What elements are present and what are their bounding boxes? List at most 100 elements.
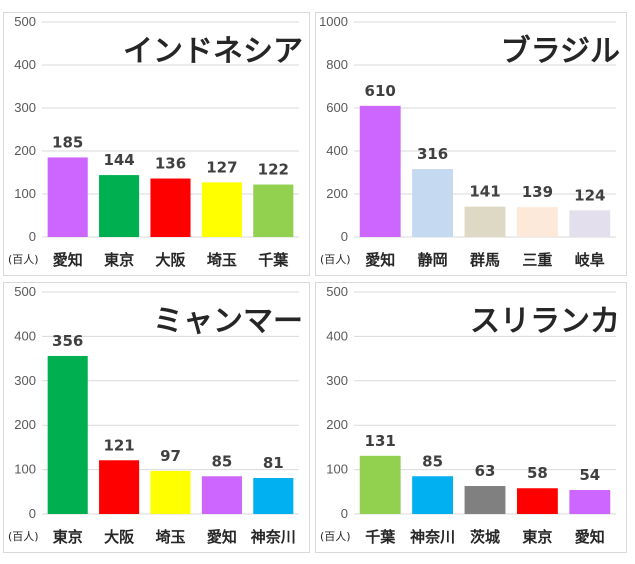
category-label: 群馬 <box>470 251 500 269</box>
category-label: 愛知 <box>53 251 83 269</box>
data-label: 610 <box>365 82 396 100</box>
category-label: 愛知 <box>575 528 605 546</box>
bar <box>412 169 454 237</box>
category-label: 東京 <box>53 528 83 546</box>
bar <box>47 355 88 514</box>
y-tick-label: 500 <box>14 14 36 29</box>
y-tick-label: 1000 <box>319 14 348 29</box>
y-tick-label: 300 <box>14 100 36 115</box>
bar <box>99 460 140 514</box>
data-label: 85 <box>211 452 232 470</box>
chart-panel-0: 0 100 200 300 400 500 185 愛知 144 東京 136 大阪 127 埼玉 122 千… <box>3 12 310 276</box>
bar <box>201 476 242 514</box>
y-tick-label: 0 <box>341 506 348 521</box>
category-label: 岐阜 <box>575 251 605 269</box>
chart-title: インドネシア <box>123 34 303 69</box>
y-tick-label: 500 <box>326 284 348 299</box>
bar <box>516 207 558 237</box>
bar <box>412 476 454 514</box>
y-tick-label: 100 <box>14 462 36 477</box>
data-label: 185 <box>52 133 83 151</box>
bar <box>359 105 401 237</box>
unit-label: (百人) <box>8 253 39 266</box>
y-tick-label: 300 <box>326 373 348 388</box>
chart-svg-0: 0 100 200 300 400 500 185 愛知 144 東京 136 大阪 127 埼玉 122 千… <box>8 14 303 269</box>
y-tick-label: 100 <box>14 186 36 201</box>
data-label: 97 <box>160 447 181 465</box>
data-label: 131 <box>365 432 396 450</box>
category-label: 愛知 <box>207 528 237 546</box>
bar <box>569 210 611 237</box>
chart-svg-1: 0 200 400 600 800 1000 610 愛知 316 静岡 141 群馬 139 三重 124… <box>319 14 620 269</box>
category-label: 神奈川 <box>410 528 455 546</box>
y-tick-label: 200 <box>326 186 348 201</box>
y-tick-label: 200 <box>14 143 36 158</box>
category-label: 愛知 <box>365 251 395 269</box>
y-tick-label: 100 <box>326 462 348 477</box>
bar <box>253 184 294 237</box>
bar <box>464 486 506 514</box>
y-tick-label: 300 <box>14 373 36 388</box>
data-label: 58 <box>527 464 548 482</box>
bar <box>150 470 191 514</box>
category-label: 埼玉 <box>207 251 237 269</box>
y-tick-label: 400 <box>326 328 348 343</box>
data-label: 54 <box>579 466 600 484</box>
data-label: 141 <box>469 183 500 201</box>
y-tick-label: 200 <box>14 417 36 432</box>
category-label: 大阪 <box>155 251 186 269</box>
chart-title: ミャンマー <box>153 304 303 339</box>
y-tick-label: 500 <box>14 284 36 299</box>
chart-svg-3: 0 100 200 300 400 500 131 千葉 85 神奈川 63 茨城 58 東京 54 愛知 (百… <box>320 284 620 546</box>
data-label: 81 <box>263 454 284 472</box>
category-label: 千葉 <box>258 251 289 269</box>
data-label: 122 <box>258 161 289 179</box>
bar <box>569 490 611 514</box>
bar <box>253 478 294 514</box>
y-tick-label: 200 <box>326 417 348 432</box>
y-tick-label: 600 <box>326 100 348 115</box>
category-label: 茨城 <box>470 528 500 546</box>
data-label: 127 <box>206 158 237 176</box>
chart-title: ブラジル <box>501 34 620 69</box>
y-tick-label: 400 <box>14 57 36 72</box>
data-label: 85 <box>422 452 443 470</box>
unit-label: (百人) <box>320 530 351 543</box>
unit-label: (百人) <box>8 530 39 543</box>
y-tick-label: 400 <box>326 143 348 158</box>
chart-panel-1: 0 200 400 600 800 1000 610 愛知 316 静岡 141 群馬 139 三重 124… <box>315 12 627 276</box>
category-label: 埼玉 <box>155 528 185 546</box>
bar <box>201 182 242 237</box>
y-tick-label: 0 <box>341 229 348 244</box>
bar <box>47 157 88 237</box>
chart-svg-2: 0 100 200 300 400 500 356 東京 121 大阪 97 埼玉 85 愛知 81 神奈川 (… <box>8 284 303 546</box>
chart-panel-2: 0 100 200 300 400 500 356 東京 121 大阪 97 埼玉 85 愛知 81 神奈川 (… <box>3 282 310 553</box>
data-label: 356 <box>52 332 83 350</box>
data-label: 121 <box>103 436 134 454</box>
chart-title: スリランカ <box>470 304 620 339</box>
bar <box>464 206 506 237</box>
data-label: 124 <box>574 186 605 204</box>
bar <box>150 178 191 237</box>
category-label: 三重 <box>522 251 552 269</box>
y-tick-label: 0 <box>29 229 36 244</box>
y-tick-label: 400 <box>14 328 36 343</box>
bar <box>359 455 401 514</box>
category-label: 神奈川 <box>251 528 296 546</box>
y-tick-label: 800 <box>326 57 348 72</box>
category-label: 静岡 <box>418 251 448 269</box>
category-label: 東京 <box>104 251 134 269</box>
data-label: 63 <box>475 462 496 480</box>
bar <box>516 488 558 514</box>
data-label: 144 <box>103 151 134 169</box>
chart-panel-3: 0 100 200 300 400 500 131 千葉 85 神奈川 63 茨城 58 東京 54 愛知 (百… <box>315 282 627 553</box>
bar <box>99 175 140 237</box>
y-tick-label: 0 <box>29 506 36 521</box>
data-label: 136 <box>155 155 186 173</box>
data-label: 139 <box>522 183 553 201</box>
category-label: 東京 <box>522 528 552 546</box>
data-label: 316 <box>417 145 448 163</box>
unit-label: (百人) <box>320 253 351 266</box>
category-label: 千葉 <box>365 528 396 546</box>
category-label: 大阪 <box>104 528 135 546</box>
